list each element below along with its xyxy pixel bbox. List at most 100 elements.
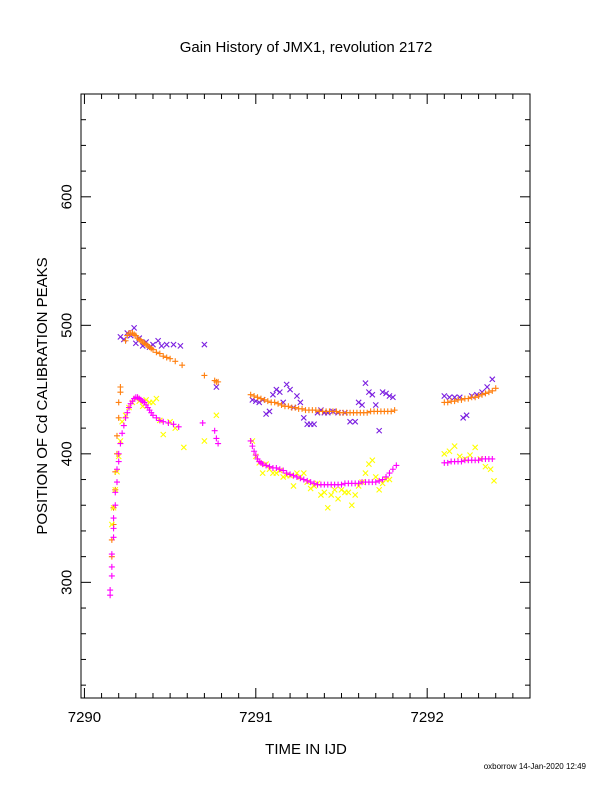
y-axis: 300 400 500 600 — [59, 119, 530, 686]
data-point — [122, 337, 129, 344]
data-point — [283, 381, 290, 388]
data-point — [456, 453, 463, 460]
data-point — [348, 502, 355, 509]
data-point — [275, 400, 282, 407]
data-point — [283, 470, 290, 477]
data-point — [149, 412, 156, 419]
data-point — [273, 386, 280, 393]
data-point — [117, 389, 124, 396]
data-point — [364, 409, 371, 416]
data-point — [108, 563, 115, 570]
data-point — [113, 466, 120, 473]
data-point — [153, 349, 160, 356]
data-points — [107, 324, 499, 599]
data-point — [352, 491, 359, 498]
data-point — [113, 432, 120, 439]
data-point — [153, 414, 160, 421]
data-point — [124, 409, 131, 416]
data-point — [117, 333, 124, 340]
data-point — [391, 407, 398, 414]
data-point — [485, 389, 492, 396]
data-point — [338, 481, 345, 488]
data-point — [386, 470, 393, 477]
data-point — [300, 414, 307, 421]
data-point — [125, 404, 132, 411]
data-point — [345, 489, 352, 496]
data-point — [389, 394, 396, 401]
data-point — [324, 504, 331, 511]
data-point — [201, 341, 208, 348]
data-point — [297, 475, 304, 482]
data-point — [259, 461, 266, 468]
data-point — [112, 502, 119, 509]
data-point — [389, 466, 396, 473]
series-3 — [107, 394, 496, 599]
data-point — [472, 444, 479, 451]
data-point — [484, 384, 491, 390]
data-point — [372, 473, 379, 480]
data-point — [163, 341, 170, 348]
data-point — [331, 486, 338, 493]
data-point — [108, 572, 115, 579]
data-point — [379, 389, 386, 396]
data-point — [388, 408, 395, 415]
chart-title: Gain History of JMX1, revolution 2172 — [180, 39, 433, 56]
y-tick-label: 400 — [59, 441, 76, 466]
data-point — [249, 443, 256, 450]
data-point — [444, 399, 451, 406]
data-point — [489, 376, 496, 383]
data-point — [122, 414, 129, 421]
data-point — [172, 358, 179, 365]
data-point — [317, 491, 324, 498]
data-point — [365, 389, 372, 396]
data-point — [376, 477, 383, 484]
data-point — [273, 464, 280, 471]
data-point — [451, 398, 458, 405]
data-point — [300, 470, 307, 477]
data-point — [211, 427, 218, 434]
data-point — [312, 407, 319, 414]
data-point — [273, 470, 280, 477]
data-point — [347, 418, 354, 425]
data-point — [278, 401, 285, 408]
data-point — [110, 515, 117, 522]
data-point — [156, 350, 163, 357]
data-point — [467, 452, 474, 459]
data-point — [108, 551, 115, 558]
data-point — [328, 491, 335, 498]
data-point — [491, 477, 497, 484]
x-tick-label: 7292 — [410, 709, 443, 726]
data-point — [458, 396, 465, 403]
data-point — [451, 443, 458, 450]
data-point — [376, 427, 383, 434]
data-point — [311, 421, 318, 428]
data-point — [372, 402, 379, 408]
data-point — [107, 587, 114, 594]
data-point — [179, 362, 186, 369]
data-point — [335, 495, 342, 502]
data-point — [482, 390, 489, 397]
data-point — [293, 393, 300, 399]
data-point — [362, 470, 369, 477]
data-point — [475, 393, 482, 399]
data-point — [261, 396, 268, 403]
data-point — [165, 419, 172, 426]
data-point — [263, 411, 270, 417]
data-point — [266, 463, 273, 470]
data-point — [372, 479, 379, 486]
data-point — [247, 391, 254, 398]
data-point — [304, 477, 311, 484]
data-point — [117, 384, 124, 391]
series-1 — [108, 330, 499, 560]
data-point — [257, 395, 264, 402]
data-point — [369, 391, 376, 398]
data-point — [170, 421, 177, 428]
data-point — [199, 419, 206, 426]
data-point — [444, 459, 451, 466]
data-point — [465, 395, 472, 402]
data-point — [482, 463, 489, 470]
data-point — [254, 394, 261, 401]
data-point — [201, 372, 208, 379]
data-point — [441, 393, 448, 399]
data-point — [352, 418, 359, 425]
